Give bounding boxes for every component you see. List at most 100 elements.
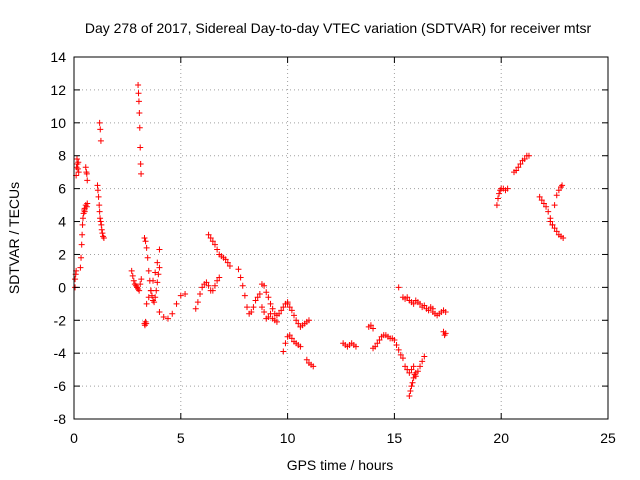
data-point: [79, 231, 86, 238]
y-tick-label: 10: [50, 115, 66, 131]
data-point: [182, 290, 189, 297]
x-tick-label: 25: [600, 430, 616, 446]
data-point: [376, 337, 383, 344]
data-point: [417, 363, 424, 370]
data-point: [78, 254, 85, 261]
data-point: [199, 284, 206, 291]
data-point: [99, 230, 106, 237]
ticks: 0 5 10 15 20 25 -8 -6 -4 -2 0 2 4 6 8 10 12 14: [50, 49, 616, 446]
data-point: [237, 274, 244, 281]
data-point: [408, 383, 415, 390]
data-point: [254, 294, 261, 301]
data-point: [267, 310, 274, 317]
data-point: [192, 305, 199, 312]
data-point: [241, 292, 248, 299]
data-point: [137, 144, 144, 151]
y-tick-label: -8: [54, 411, 67, 427]
data-point: [100, 235, 107, 241]
data-point: [352, 343, 359, 350]
data-point: [280, 304, 287, 311]
data-point: [408, 366, 415, 373]
data-point: [553, 228, 560, 235]
data-point: [496, 190, 503, 197]
data-point: [235, 266, 242, 273]
data-point: [97, 215, 104, 222]
data-point: [551, 202, 558, 209]
data-point: [155, 271, 162, 278]
data-point: [138, 276, 145, 283]
data-point: [288, 335, 295, 342]
data-point: [177, 292, 184, 299]
x-tick-label: 10: [280, 430, 296, 446]
data-point: [291, 312, 298, 319]
data-point: [265, 294, 272, 301]
data-point: [391, 337, 398, 344]
data-point: [216, 274, 223, 281]
data-point: [536, 193, 543, 200]
data-point: [409, 379, 416, 386]
data-point: [549, 221, 556, 228]
data-point: [395, 346, 402, 353]
data-point: [214, 246, 221, 253]
data-point: [160, 313, 167, 320]
y-tick-label: -2: [54, 312, 67, 328]
data-point: [97, 137, 104, 144]
data-point: [136, 109, 143, 116]
data-point: [410, 363, 417, 370]
data-point: [286, 304, 293, 311]
data-point: [96, 208, 103, 215]
data-point: [98, 226, 105, 233]
data-point: [205, 231, 212, 238]
data-point: [144, 254, 151, 261]
data-point: [282, 340, 289, 347]
data-points: [72, 81, 567, 399]
data-point: [393, 341, 400, 348]
data-point: [504, 185, 511, 192]
data-point: [295, 320, 302, 327]
data-point: [151, 299, 158, 306]
data-point: [297, 343, 304, 350]
data-point: [150, 277, 157, 284]
data-point: [414, 368, 421, 375]
data-point: [148, 292, 155, 299]
data-point: [152, 294, 159, 301]
data-point: [261, 309, 268, 316]
data-point: [79, 221, 86, 228]
x-tick-label: 20: [493, 430, 509, 446]
data-point: [399, 355, 406, 362]
data-point: [543, 203, 550, 210]
data-point: [128, 267, 135, 274]
data-point: [250, 304, 257, 311]
data-point: [203, 279, 210, 286]
data-point: [207, 235, 214, 241]
data-point: [404, 294, 411, 301]
data-point: [263, 289, 270, 296]
x-tick-label: 0: [70, 430, 78, 446]
data-point: [276, 310, 283, 317]
x-axis-label: GPS time / hours: [287, 457, 394, 473]
data-point: [397, 351, 404, 358]
data-point: [421, 353, 428, 360]
data-point: [286, 332, 293, 339]
data-point: [84, 200, 91, 207]
data-point: [153, 287, 160, 294]
data-point: [258, 304, 265, 311]
data-point: [545, 208, 552, 215]
x-tick-label: 5: [177, 430, 185, 446]
data-point: [143, 300, 150, 307]
y-tick-label: -4: [54, 345, 67, 361]
data-point: [395, 284, 402, 291]
x-tick-label: 15: [387, 430, 403, 446]
data-point: [137, 281, 144, 288]
data-point: [293, 317, 300, 324]
data-point: [147, 287, 154, 294]
data-point: [75, 159, 82, 166]
data-point: [515, 164, 522, 171]
data-point: [164, 315, 171, 322]
y-axis-label: SDTVAR / TECUs: [6, 182, 22, 294]
data-point: [402, 363, 409, 370]
y-tick-label: 0: [58, 279, 66, 295]
data-point: [547, 218, 554, 225]
data-point: [136, 124, 143, 131]
